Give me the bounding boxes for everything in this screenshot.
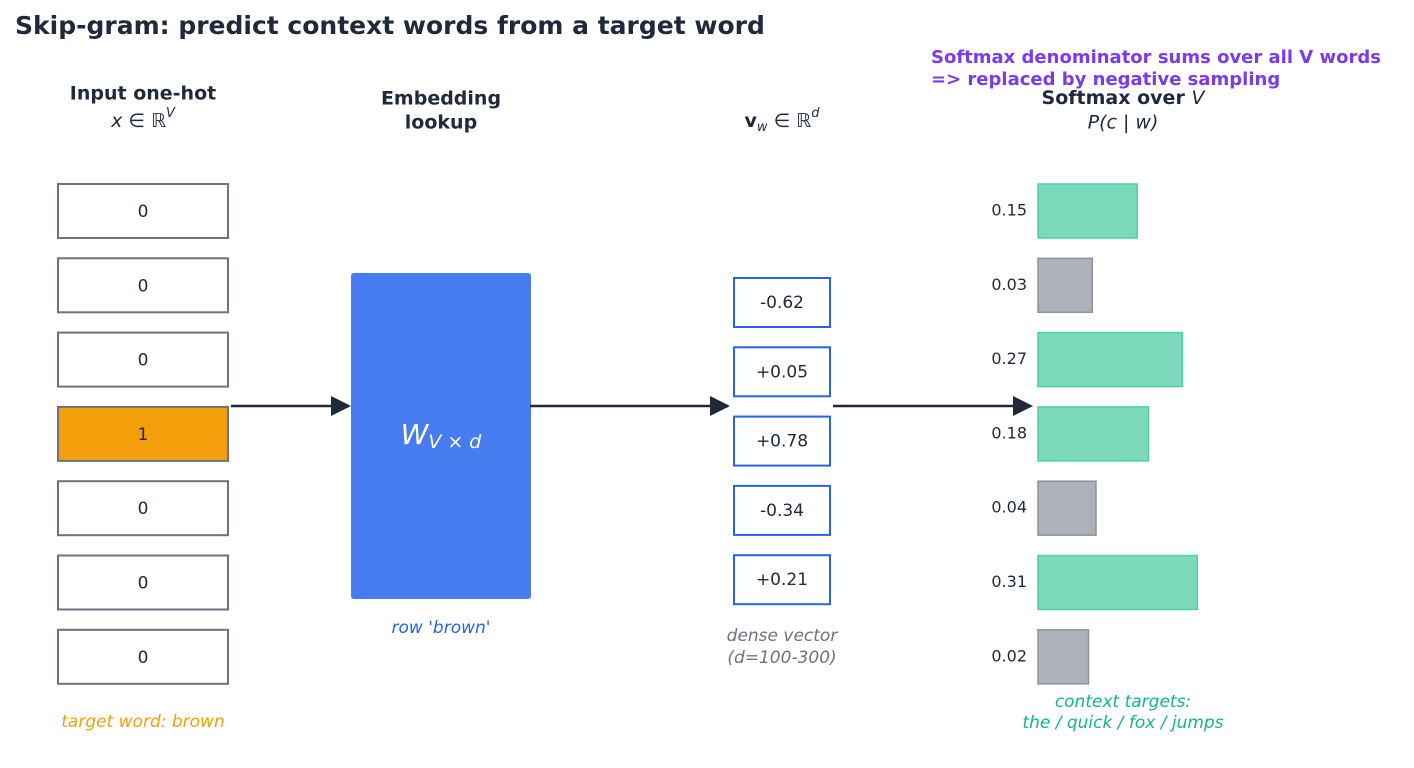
header: Embedding <box>381 88 501 110</box>
cell-value: 0 <box>138 648 149 668</box>
one-hot-cell <box>57 628 229 685</box>
vector-value: +0.05 <box>756 362 808 382</box>
cell-value: 0 <box>138 202 149 222</box>
prob-bar <box>1037 331 1183 388</box>
prob-label: 0.02 <box>991 646 1027 665</box>
header-math: P(c | w) <box>1088 112 1159 134</box>
prob-label: 0.18 <box>991 423 1027 442</box>
prob-label: 0.31 <box>991 572 1027 591</box>
header-math: x ∈ ℝV <box>110 106 176 132</box>
cell-value: 0 <box>138 574 149 594</box>
caption: dense vector <box>727 626 839 646</box>
one-hot-cell <box>57 480 229 537</box>
vector-value: +0.78 <box>756 432 808 452</box>
prob-bar <box>1037 629 1090 685</box>
header: lookup <box>405 112 477 134</box>
prob-bar <box>1037 406 1150 462</box>
math-sup: V <box>166 106 176 121</box>
prob-bar <box>1037 554 1198 611</box>
caption: row 'brown' <box>392 618 491 638</box>
prob-label: 0.15 <box>991 201 1027 220</box>
cell-value: 0 <box>138 499 149 519</box>
embedding-matrix <box>351 273 531 599</box>
matrix-sub: V × d <box>428 431 482 453</box>
matrix-symbol: W <box>401 418 430 451</box>
math: x ∈ ℝ <box>110 110 166 132</box>
vector-value: +0.21 <box>756 570 808 590</box>
math: ∈ ℝ <box>768 110 812 132</box>
title: Skip-gram: predict context words from a … <box>15 11 765 40</box>
math-sup: d <box>811 106 820 121</box>
note: Softmax denominator sums over all V word… <box>931 47 1381 68</box>
header: Input one-hot <box>70 83 216 105</box>
vector-value: -0.62 <box>760 293 804 313</box>
prob-label: 0.04 <box>991 498 1027 517</box>
vector-cell <box>733 484 831 536</box>
header: Softmax over V <box>1042 87 1207 109</box>
vector-cell <box>733 277 831 328</box>
prob-bar <box>1037 183 1138 239</box>
prob-bar <box>1037 257 1093 314</box>
one-hot-cell <box>57 183 229 239</box>
header-var: V <box>1191 87 1206 109</box>
cell-value: 0 <box>138 351 149 371</box>
note: => replaced by negative sampling <box>931 69 1280 90</box>
vector-value: -0.34 <box>760 501 804 521</box>
cell-value: 1 <box>138 425 149 445</box>
prob-bar <box>1037 480 1097 536</box>
caption: target word: brown <box>61 712 224 732</box>
header-text: Softmax over <box>1042 87 1192 109</box>
caption: context targets: <box>1055 692 1191 712</box>
math-sub: w <box>757 120 768 135</box>
one-hot-cell <box>57 331 229 388</box>
vector-cell <box>733 415 831 467</box>
header-math: vw ∈ ℝd <box>745 106 821 135</box>
one-hot-cell <box>57 405 229 462</box>
caption: (d=100-300) <box>727 648 836 668</box>
vector-cell <box>733 554 831 606</box>
matrix-label: WV × d <box>401 418 483 453</box>
caption: the / quick / fox / jumps <box>1022 713 1223 733</box>
one-hot-cell <box>57 257 229 314</box>
cell-value: 0 <box>138 276 149 296</box>
prob-label: 0.27 <box>991 349 1027 368</box>
one-hot-cell <box>57 554 229 611</box>
vector-cell <box>733 346 831 398</box>
math: v <box>745 110 758 132</box>
prob-label: 0.03 <box>991 275 1027 294</box>
